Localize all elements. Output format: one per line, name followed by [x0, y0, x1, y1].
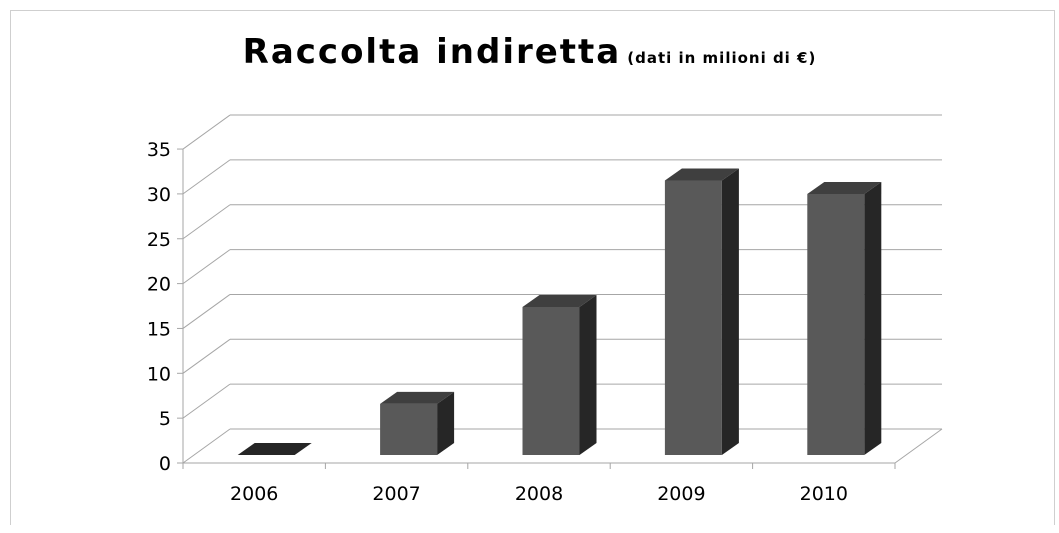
- y-tick-label: 20: [147, 274, 171, 296]
- bar-top: [664, 168, 739, 181]
- bar-front: [380, 403, 438, 455]
- y-tick-label: 15: [147, 318, 171, 340]
- bar-side: [437, 391, 455, 455]
- bar-front: [522, 306, 580, 455]
- bar-2009: [664, 168, 739, 455]
- x-tick-labels: 2006 2007 2008 2009 2010: [230, 483, 848, 505]
- bar-side: [864, 181, 882, 455]
- y-tick-label: 5: [159, 408, 171, 430]
- x-tick-label: 2007: [372, 483, 420, 505]
- y-tick-labels: 0 5 10 15 20 25 30 35: [147, 139, 171, 475]
- y-tick-label: 0: [159, 453, 171, 475]
- x-tick-label: 2009: [657, 483, 705, 505]
- bar-top: [380, 391, 455, 404]
- bar-front: [807, 193, 865, 455]
- y-tick-label: 35: [147, 139, 171, 161]
- bar-2008: [522, 294, 597, 455]
- gridline-side: [182, 383, 231, 419]
- x-tick-label: 2008: [515, 483, 563, 505]
- bar-front: [664, 180, 722, 455]
- y-tick-label: 30: [147, 184, 171, 206]
- chart-frame: [10, 10, 1055, 525]
- gridline-side: [182, 428, 231, 464]
- bar-top: [237, 443, 312, 455]
- bar-2007: [380, 391, 455, 455]
- gridline-side: [182, 294, 231, 329]
- y-tick-label: 10: [147, 363, 171, 385]
- bar-2006: [237, 443, 312, 455]
- gridline-side: [182, 249, 231, 285]
- x-tick-label: 2010: [800, 483, 848, 505]
- gridline-side: [182, 114, 231, 150]
- bar-top: [807, 181, 882, 194]
- bar-side: [579, 294, 597, 455]
- bar-2010: [807, 181, 882, 455]
- chart-title-block: Raccolta indiretta (dati in milioni di €): [0, 32, 1059, 72]
- bars: [237, 168, 882, 455]
- axes: [177, 148, 896, 469]
- chart-subtitle: (dati in milioni di €): [627, 49, 817, 67]
- y-tick-label: 25: [147, 229, 171, 251]
- x-tick-label: 2006: [230, 483, 278, 505]
- chart-title: Raccolta indiretta: [242, 32, 622, 72]
- floor-right-edge: [894, 428, 943, 464]
- bar-top: [522, 294, 597, 307]
- gridline-side: [182, 159, 231, 195]
- bar-side: [721, 168, 739, 455]
- gridline-side: [182, 338, 231, 374]
- gridline-side: [182, 204, 231, 240]
